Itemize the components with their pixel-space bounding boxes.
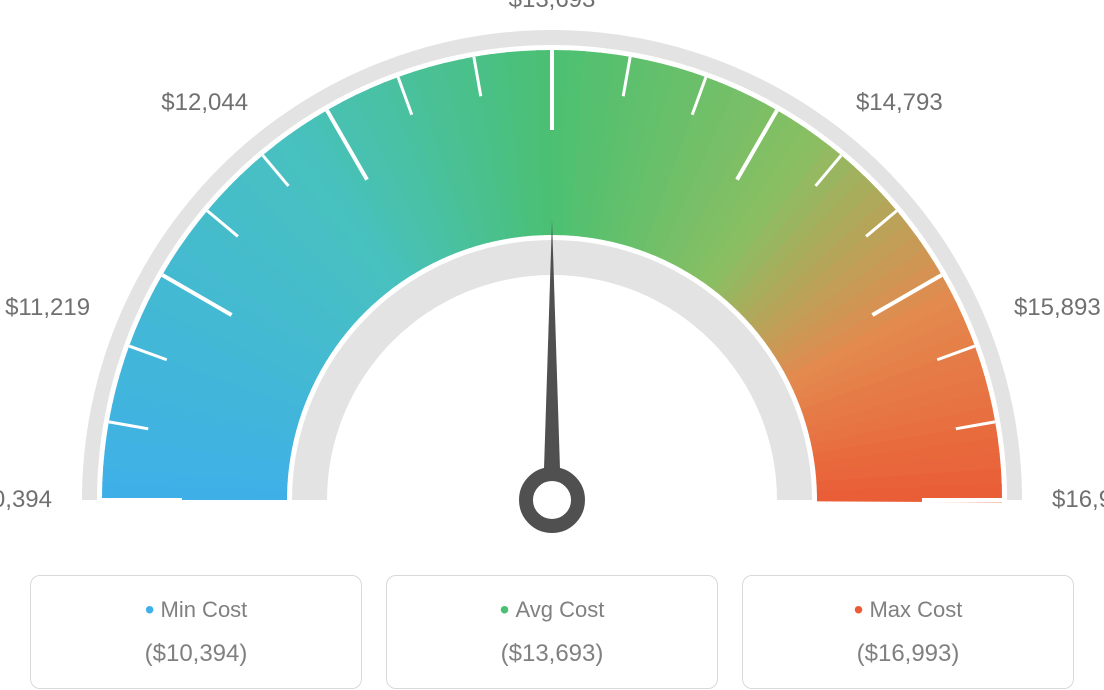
legend-row: •Min Cost ($10,394) •Avg Cost ($13,693) …	[30, 575, 1074, 689]
gauge-scale-label: $10,394	[0, 486, 52, 514]
legend-label: Max Cost	[869, 597, 962, 622]
legend-value: ($10,394)	[41, 640, 351, 668]
legend-card-avg: •Avg Cost ($13,693)	[386, 575, 718, 689]
gauge-scale-label: $14,793	[856, 89, 943, 117]
bullet-icon: •	[500, 594, 510, 625]
legend-card-min: •Min Cost ($10,394)	[30, 575, 362, 689]
gauge-scale-label: $15,893	[1014, 294, 1101, 322]
gauge-scale-label: $11,219	[5, 294, 90, 322]
legend-title: •Avg Cost	[397, 594, 707, 626]
gauge-chart: $10,394 $11,219 $12,044 $13,693 $14,793 $15,8…	[0, 0, 1104, 560]
gauge-scale-label: $12,044	[161, 89, 248, 117]
legend-label: Min Cost	[161, 597, 248, 622]
legend-value: ($13,693)	[397, 640, 707, 668]
legend-card-max: •Max Cost ($16,993)	[742, 575, 1074, 689]
legend-title: •Min Cost	[41, 594, 351, 626]
bullet-icon: •	[854, 594, 864, 625]
gauge-scale-label: $16,993	[1052, 486, 1104, 514]
legend-label: Avg Cost	[515, 597, 604, 622]
legend-value: ($16,993)	[753, 640, 1063, 668]
gauge-scale-label: $13,693	[509, 0, 596, 14]
bullet-icon: •	[145, 594, 155, 625]
legend-title: •Max Cost	[753, 594, 1063, 626]
